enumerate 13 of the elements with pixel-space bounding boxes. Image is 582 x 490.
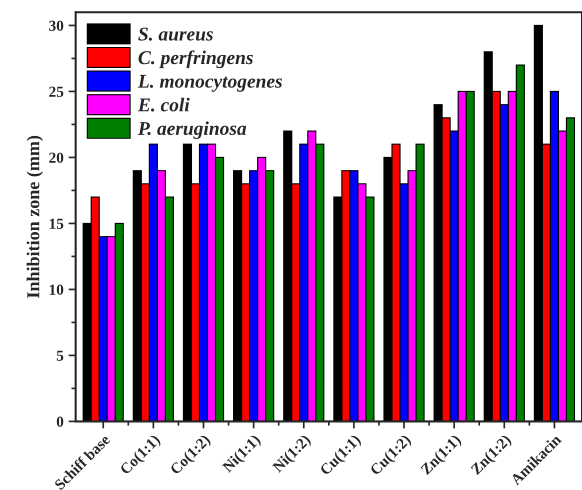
- y-tick-label: 10: [50, 284, 64, 295]
- legend-label: L. monocytogenes: [138, 74, 282, 92]
- y-tick-label: 25: [49, 86, 64, 97]
- legend-label: E. coli: [138, 98, 190, 112]
- legend-label: C. perfringens: [138, 50, 253, 68]
- legend-label: S. aureus: [138, 28, 213, 41]
- y-tick-label: 30: [49, 20, 64, 31]
- y-tick-label: 20: [49, 152, 64, 163]
- legend-label: P. aeruginosa: [138, 121, 246, 139]
- y-tick-label: 0: [56, 416, 64, 427]
- y-tick-label: 5: [56, 350, 64, 361]
- y-tick-label: 15: [50, 218, 64, 229]
- y-axis-title: Inhibition zone (mm): [26, 136, 44, 298]
